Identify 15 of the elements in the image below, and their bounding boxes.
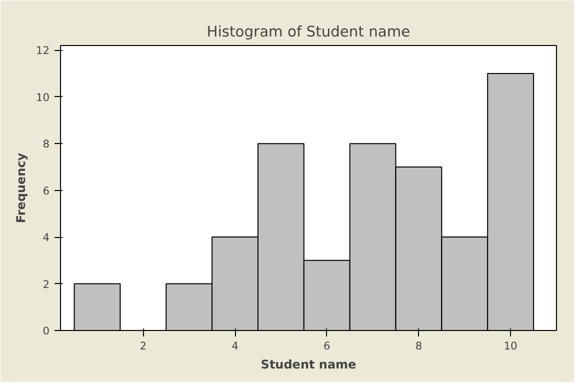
y-tick-label: 2	[42, 278, 50, 291]
x-tick-label: 2	[140, 340, 147, 352]
x-tick-label: 4	[232, 340, 239, 352]
y-tick-label: 10	[36, 90, 50, 104]
y-tick-label: 0	[42, 324, 50, 338]
y-axis-title: Frequency	[14, 152, 28, 224]
y-tick-label: 4	[42, 231, 50, 244]
y-tick-label: 8	[42, 138, 50, 151]
x-axis-title: Student name	[260, 358, 356, 372]
x-tick-label: 10	[504, 340, 518, 352]
y-tick-label: 12	[36, 44, 50, 58]
x-tick-label: 6	[323, 340, 330, 352]
x-tick-label: 8	[415, 340, 422, 352]
chart-title: Histogram of Student name	[206, 24, 410, 40]
y-tick-label: 6	[42, 184, 50, 198]
